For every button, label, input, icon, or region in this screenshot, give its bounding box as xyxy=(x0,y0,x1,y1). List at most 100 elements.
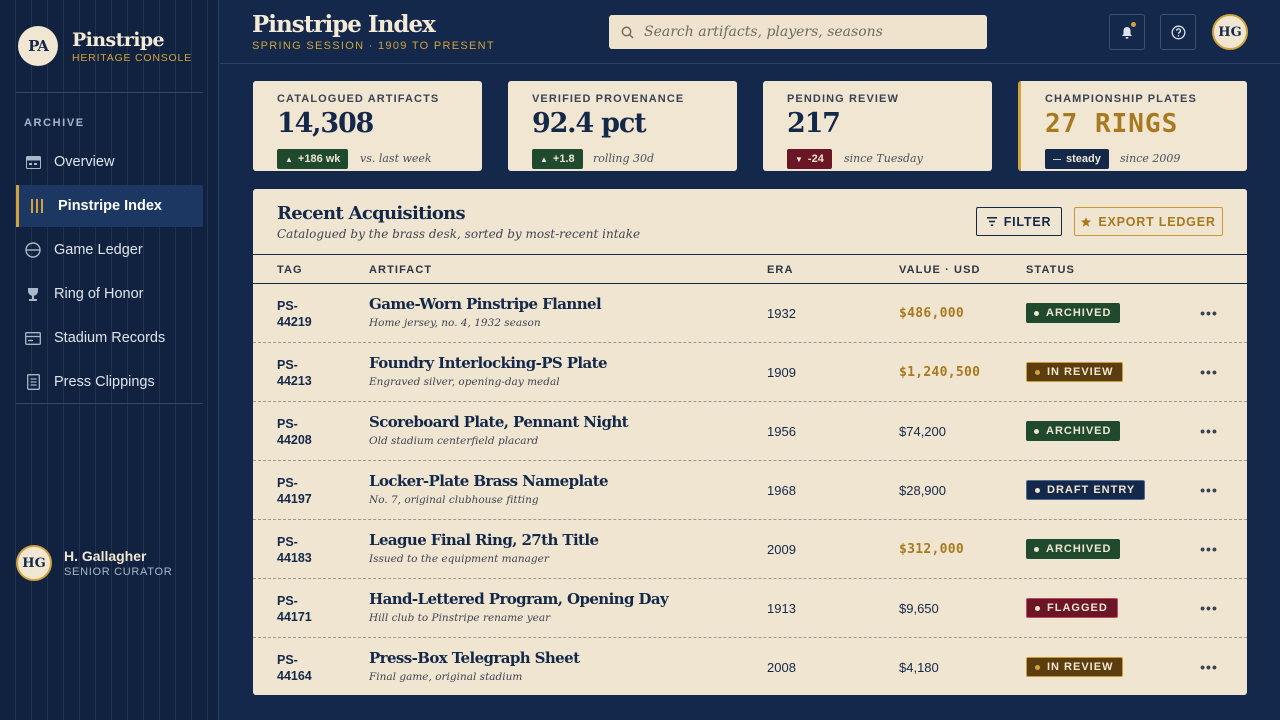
baseball-icon xyxy=(24,241,42,259)
cell-artifact-desc: Issued to the equipment manager xyxy=(369,553,549,565)
stat-value: 27 RINGS xyxy=(1045,109,1179,139)
column-header-value[interactable]: VALUE · USD xyxy=(899,264,981,276)
sidebar-item-pinstripe-index[interactable]: Pinstripe Index xyxy=(16,185,203,227)
status-dot xyxy=(1035,487,1040,493)
cell-value: $1,240,500 xyxy=(899,365,981,380)
acquisitions-panel: Recent Acquisitions Catalogued by the br… xyxy=(253,189,1247,695)
sidebar-item-press-clippings[interactable]: Press Clippings xyxy=(16,361,203,403)
table-row[interactable]: PS- 44219 Game-Worn Pinstripe Flannel Hom… xyxy=(253,284,1247,343)
more-actions-icon[interactable]: ••• xyxy=(1200,659,1218,675)
cell-artifact-name: Locker-Plate Brass Nameplate xyxy=(369,472,609,490)
cell-artifact-name: Game-Worn Pinstripe Flannel xyxy=(369,295,602,313)
status-label: ARCHIVED xyxy=(1046,543,1112,555)
trophy-icon xyxy=(24,285,42,303)
brand-logo: PA xyxy=(18,26,58,66)
filter-button[interactable]: FILTER xyxy=(976,207,1062,236)
sidebar-item-game-ledger[interactable]: Game Ledger xyxy=(16,229,203,271)
sidebar-item-label: Pinstripe Index xyxy=(58,198,162,214)
cell-tag: PS- 44164 xyxy=(277,653,312,683)
search-icon xyxy=(621,26,634,39)
more-actions-icon[interactable]: ••• xyxy=(1200,423,1218,439)
trend-badge-label: -24 xyxy=(807,153,824,165)
header-avatar[interactable]: HG xyxy=(1212,14,1248,50)
table-row[interactable]: PS- 44164 Press-Box Telegraph Sheet Final… xyxy=(253,638,1247,695)
export-ledger-button[interactable]: EXPORT LEDGER xyxy=(1074,207,1223,236)
cell-artifact-name: League Final Ring, 27th Title xyxy=(369,531,599,549)
sidebar-item-stadium-records[interactable]: Stadium Records xyxy=(16,317,203,359)
trend-badge: ▼ -24 xyxy=(787,149,832,169)
status-label: ARCHIVED xyxy=(1046,307,1112,319)
brand-subtitle: HERITAGE CONSOLE xyxy=(72,51,192,64)
table-row[interactable]: PS- 44213 Foundry Interlocking-PS Plate E… xyxy=(253,343,1247,402)
sidebar-item-ring-of-honor[interactable]: Ring of Honor xyxy=(16,273,203,315)
cell-era: 2008 xyxy=(767,660,796,675)
arrow-up-icon: ▲ xyxy=(540,154,548,164)
card-icon xyxy=(24,329,42,347)
cell-era: 1932 xyxy=(767,306,796,321)
status-label: IN REVIEW xyxy=(1047,661,1114,673)
more-actions-icon[interactable]: ••• xyxy=(1200,305,1218,321)
trend-badge: — steady xyxy=(1045,149,1109,169)
cell-artifact-name: Hand-Lettered Program, Opening Day xyxy=(369,590,669,608)
cell-value: $312,000 xyxy=(899,542,965,557)
help-button[interactable] xyxy=(1160,14,1196,50)
user-name: H. Gallagher xyxy=(64,548,147,564)
sidebar-item-label: Overview xyxy=(54,154,115,170)
trend-note: since Tuesday xyxy=(844,152,923,165)
column-header-tag[interactable]: TAG xyxy=(277,264,303,276)
brand-text: Pinstripe HERITAGE CONSOLE xyxy=(72,29,192,64)
help-icon xyxy=(1171,25,1185,39)
grid-icon xyxy=(24,153,42,171)
cell-tag: PS- 44183 xyxy=(277,535,312,565)
column-header-artifact[interactable]: ARTIFACT xyxy=(369,264,433,276)
cell-tag: PS- 44213 xyxy=(277,358,312,388)
cell-artifact-desc: Engraved silver, opening-day medal xyxy=(369,376,560,388)
more-actions-icon[interactable]: ••• xyxy=(1200,364,1218,380)
table-row[interactable]: PS- 44197 Locker-Plate Brass Nameplate No… xyxy=(253,461,1247,520)
stat-value: 92.4 pct xyxy=(532,108,647,139)
status-dot xyxy=(1035,369,1040,375)
cell-era: 1968 xyxy=(767,483,796,498)
status-badge: ARCHIVED xyxy=(1026,303,1121,323)
trend-badge-label: +1.8 xyxy=(552,153,575,165)
star-icon xyxy=(1081,216,1092,227)
cell-artifact-desc: Home jersey, no. 4, 1932 season xyxy=(369,317,541,329)
status-label: DRAFT ENTRY xyxy=(1047,484,1136,496)
cell-era: 1913 xyxy=(767,601,796,616)
cell-artifact-name: Press-Box Telegraph Sheet xyxy=(369,649,580,667)
export-button-label: EXPORT LEDGER xyxy=(1098,214,1216,229)
more-actions-icon[interactable]: ••• xyxy=(1200,482,1218,498)
status-badge: IN REVIEW xyxy=(1026,362,1124,382)
status-label: FLAGGED xyxy=(1047,602,1108,614)
table-row[interactable]: PS- 44171 Hand-Lettered Program, Opening … xyxy=(253,579,1247,638)
stat-card-pending: PENDING REVIEW 217 ▼ -24 since Tuesday xyxy=(763,81,992,171)
cell-artifact-desc: Final game, original stadium xyxy=(369,671,523,683)
brand[interactable]: PA Pinstripe HERITAGE CONSOLE xyxy=(18,26,192,66)
stat-label: PENDING REVIEW xyxy=(787,93,899,105)
cell-value: $74,200 xyxy=(899,424,946,439)
trend-badge-label: +186 wk xyxy=(297,153,341,165)
notification-dot xyxy=(1131,22,1136,27)
notifications-button[interactable] xyxy=(1109,14,1145,50)
stat-value: 217 xyxy=(787,108,841,139)
column-header-status[interactable]: STATUS xyxy=(1026,264,1075,276)
bell-icon xyxy=(1122,26,1132,39)
search-bar[interactable] xyxy=(609,15,987,49)
more-actions-icon[interactable]: ••• xyxy=(1200,600,1218,616)
stat-label: VERIFIED PROVENANCE xyxy=(532,93,685,105)
status-label: IN REVIEW xyxy=(1047,366,1114,378)
search-input[interactable] xyxy=(644,24,964,40)
user-profile[interactable]: HG H. Gallagher SENIOR CURATOR xyxy=(16,545,172,581)
arrow-up-icon: ▲ xyxy=(285,154,293,164)
page-subtitle: SPRING SESSION · 1909 TO PRESENT xyxy=(252,40,495,52)
stat-value: 14,308 xyxy=(277,108,374,139)
sidebar: PA Pinstripe HERITAGE CONSOLE ARCHIVE Ov… xyxy=(0,0,219,720)
brand-title: Pinstripe xyxy=(72,28,165,51)
dash-icon: — xyxy=(1053,154,1061,164)
table-row[interactable]: PS- 44208 Scoreboard Plate, Pennant Night… xyxy=(253,402,1247,461)
filter-icon xyxy=(986,217,997,226)
table-row[interactable]: PS- 44183 League Final Ring, 27th Title I… xyxy=(253,520,1247,579)
sidebar-item-overview[interactable]: Overview xyxy=(16,141,203,183)
more-actions-icon[interactable]: ••• xyxy=(1200,541,1218,557)
column-header-era[interactable]: ERA xyxy=(767,264,794,276)
